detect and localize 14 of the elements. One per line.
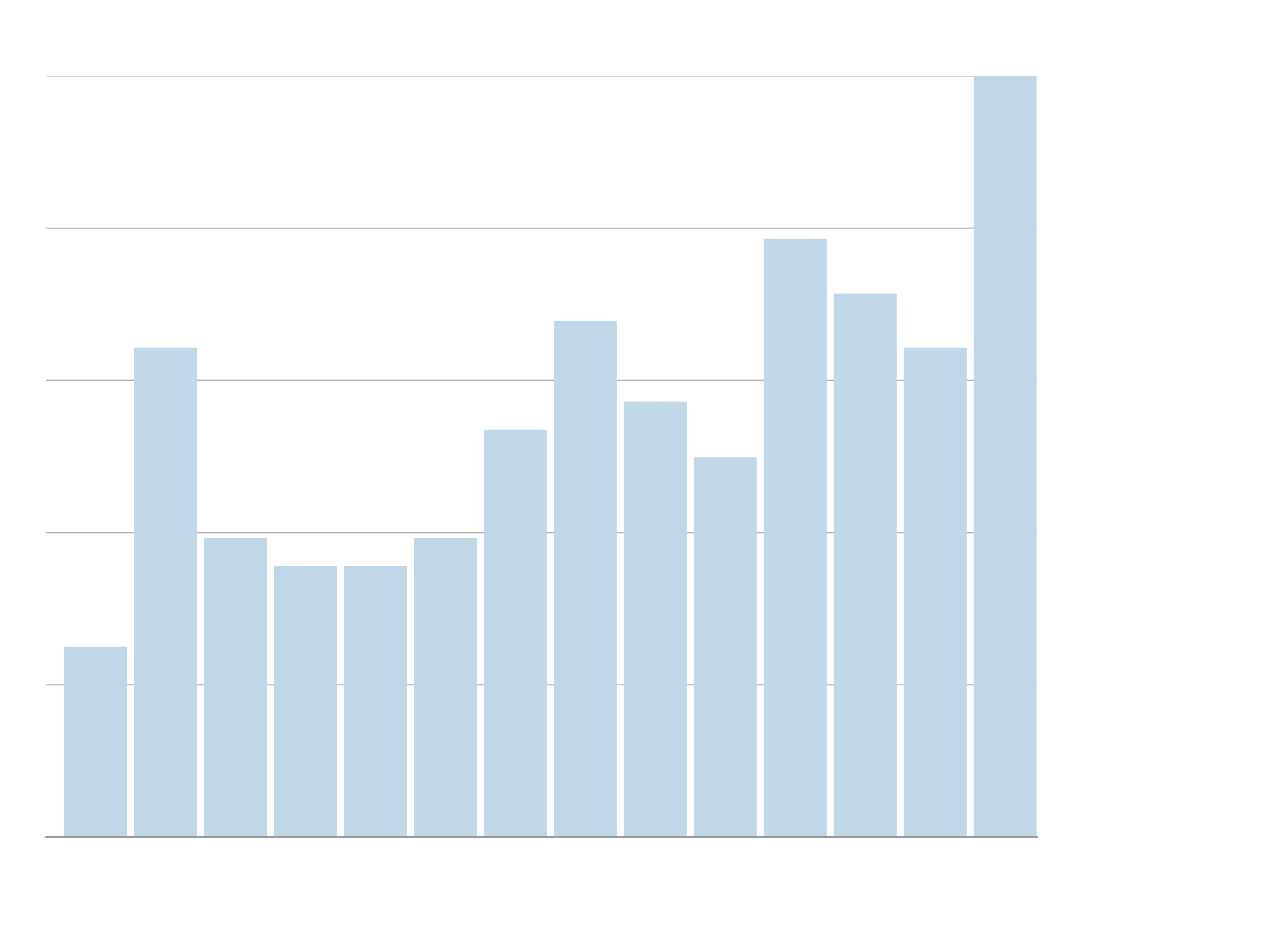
bar	[64, 646, 128, 837]
bar	[274, 566, 337, 837]
bar	[973, 76, 1037, 837]
bar	[903, 347, 967, 837]
bar	[553, 321, 617, 837]
bar	[483, 429, 547, 837]
bar	[134, 347, 198, 837]
bar	[204, 537, 268, 837]
bar	[833, 293, 897, 837]
bar	[343, 566, 407, 837]
bar	[413, 537, 477, 837]
bar	[763, 238, 827, 837]
bar	[693, 457, 757, 837]
bar	[623, 401, 687, 837]
